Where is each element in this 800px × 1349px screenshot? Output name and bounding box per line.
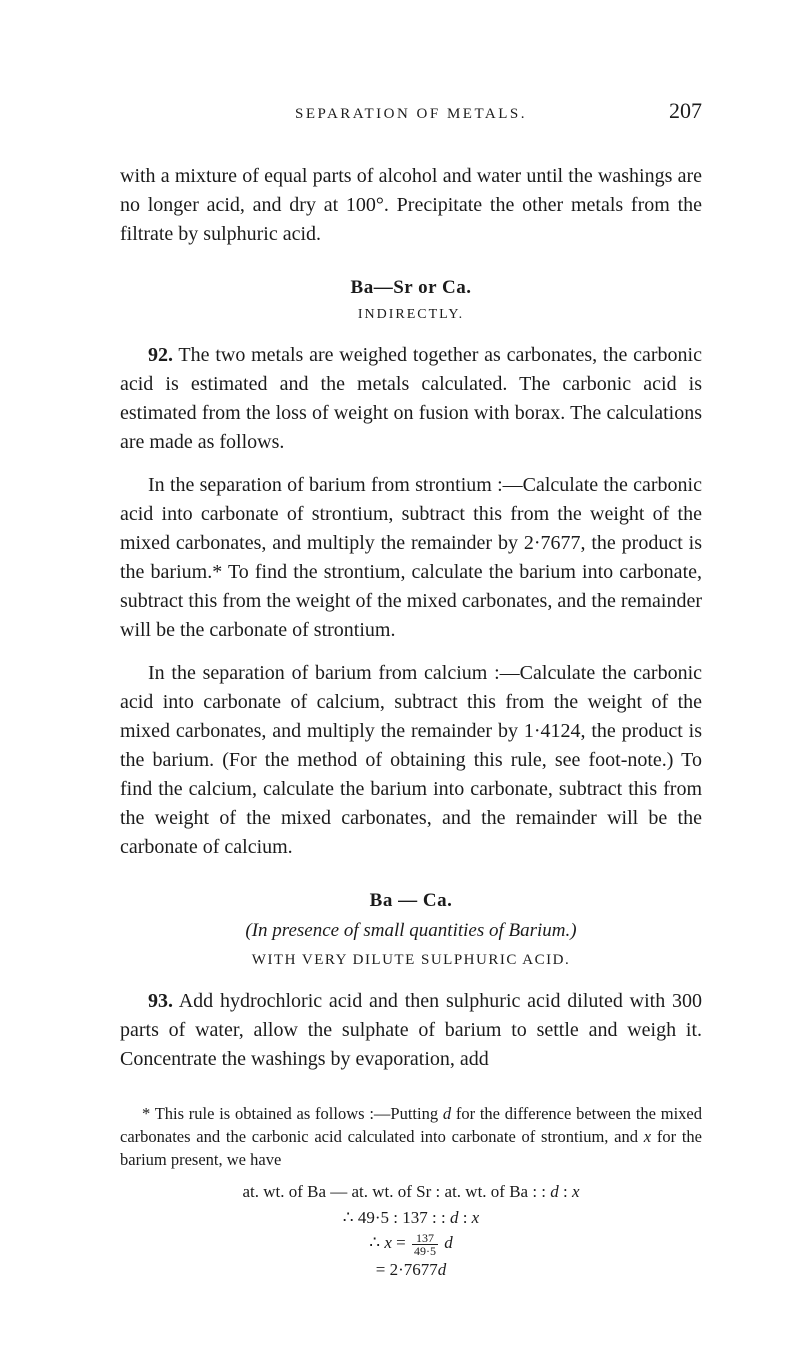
section-number-92: 92. <box>148 344 173 366</box>
equation-line-3: ∴ x = 13749·5 d <box>120 1230 702 1257</box>
eq2-pre: ∴ 49·5 : 137 : : <box>343 1208 450 1227</box>
section-subhead-indirectly: INDIRECTLY. <box>120 307 702 323</box>
eq1-pre: at. wt. of Ba — at. wt. of Sr : at. wt. … <box>242 1182 550 1201</box>
section-italic-presence: (In presence of small quantities of Bari… <box>120 920 702 942</box>
eq4-eq: = 2·7677 <box>376 1260 438 1279</box>
eq3-denominator: 49·5 <box>412 1245 438 1257</box>
eq2-mid: : <box>458 1208 471 1227</box>
eq3-x: x <box>384 1233 392 1252</box>
page-number: 207 <box>642 98 702 124</box>
eq1-mid: : <box>559 1182 572 1201</box>
equation-block: at. wt. of Ba — at. wt. of Sr : at. wt. … <box>120 1179 702 1282</box>
paragraph-93-text: Add hydrochloric acid and then sulphuric… <box>120 990 702 1070</box>
section-title-ba-sr-ca: Ba—Sr or Ca. <box>120 277 702 299</box>
eq3-pre: ∴ <box>369 1233 384 1252</box>
footnote-text-pre: * This rule is obtained as follows :—Put… <box>142 1104 443 1123</box>
running-head: SEPARATION OF METALS. <box>180 106 642 123</box>
eq4-d: d <box>438 1260 447 1279</box>
equation-line-4: = 2·7677d <box>120 1257 702 1283</box>
paragraph-92c: In the separation of barium from calcium… <box>120 659 702 862</box>
eq3-fraction: 13749·5 <box>412 1232 438 1257</box>
equation-line-1: at. wt. of Ba — at. wt. of Sr : at. wt. … <box>120 1179 702 1205</box>
footnote-var-x1: x <box>644 1127 651 1146</box>
eq3-numerator: 137 <box>412 1232 438 1245</box>
section-smallcaps-dilute: WITH VERY DILUTE SULPHURIC ACID. <box>120 952 702 969</box>
eq1-d: d <box>550 1182 559 1201</box>
eq2-x: x <box>472 1208 480 1227</box>
intro-paragraph: with a mixture of equal parts of alcohol… <box>120 162 702 249</box>
section-number-93: 93. <box>148 990 173 1012</box>
header-row: SEPARATION OF METALS. 207 <box>120 98 702 124</box>
paragraph-92b: In the separation of barium from stronti… <box>120 471 702 645</box>
eq3-d: d <box>440 1233 453 1252</box>
footnote-block: * This rule is obtained as follows :—Put… <box>120 1102 702 1282</box>
paragraph-92-text: The two metals are weighed together as c… <box>120 344 702 453</box>
paragraph-92: 92. The two metals are weighed together … <box>120 341 702 457</box>
equation-line-2: ∴ 49·5 : 137 : : d : x <box>120 1205 702 1231</box>
page: SEPARATION OF METALS. 207 with a mixture… <box>0 0 800 1349</box>
eq1-x: x <box>572 1182 580 1201</box>
section-title-ba-ca: Ba — Ca. <box>120 890 702 912</box>
footnote-paragraph: * This rule is obtained as follows :—Put… <box>120 1102 702 1171</box>
paragraph-93: 93. Add hydrochloric acid and then sulph… <box>120 987 702 1074</box>
footnote-var-d1: d <box>443 1104 451 1123</box>
eq3-eq: = <box>392 1233 410 1252</box>
